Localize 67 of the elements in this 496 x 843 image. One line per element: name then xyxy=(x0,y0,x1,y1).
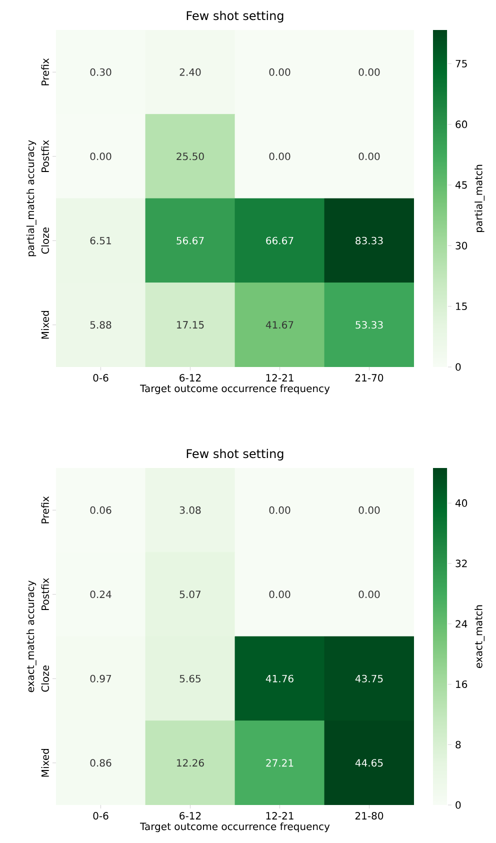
color-bar-label: 15 xyxy=(456,302,467,310)
data-label: 43.75 xyxy=(355,674,383,682)
data-label: 2.40 xyxy=(180,68,201,76)
data-label: 0.86 xyxy=(90,759,112,767)
color-bar-label: 75 xyxy=(456,60,467,68)
color-bar-title: exact_match xyxy=(474,605,485,668)
data-label: 56.67 xyxy=(176,236,204,244)
x-tick-label: 0-6 xyxy=(93,812,108,820)
color-bar-label: 60 xyxy=(456,120,468,128)
data-label: 44.65 xyxy=(355,759,383,767)
x-axis-title: Target outcome occurrence frequency xyxy=(140,384,330,394)
x-tick-label: 21-70 xyxy=(355,374,384,382)
x-tick-label: 0-6 xyxy=(93,374,108,382)
data-label: 0.00 xyxy=(358,68,380,76)
data-label: 0.97 xyxy=(90,674,112,682)
data-label: 5.65 xyxy=(180,674,200,682)
data-label: 0.00 xyxy=(269,152,290,160)
color-bar-label: 0 xyxy=(456,801,461,809)
data-label: 66.67 xyxy=(266,236,294,244)
color-bar-label: 16 xyxy=(456,680,468,688)
color-bar-label: 30 xyxy=(456,242,468,250)
chart-title: Few shot setting xyxy=(186,448,284,460)
y-tick-label: Postfix xyxy=(41,578,49,610)
data-label: 0.24 xyxy=(90,590,112,598)
data-label: 5.07 xyxy=(180,590,201,598)
data-label: 6.51 xyxy=(90,236,111,244)
y-tick-label: Prefix xyxy=(41,58,49,86)
color-bar-label: 8 xyxy=(456,740,461,748)
data-label: 41.67 xyxy=(266,321,294,329)
color-bar-title: partial_match xyxy=(474,164,485,232)
color-bar-label: 40 xyxy=(455,499,468,507)
data-label: 0.00 xyxy=(269,590,290,598)
data-label: 5.88 xyxy=(90,321,112,329)
x-tick-label: 6-12 xyxy=(180,812,201,820)
y-tick-label: Mixed xyxy=(41,311,49,339)
y-tick-label: Postfix xyxy=(41,140,49,172)
x-tick-label: 6-12 xyxy=(180,374,201,382)
x-tick-label: 12-21 xyxy=(266,374,294,382)
x-axis-title: Target outcome occurrence frequency xyxy=(140,822,330,832)
data-label: 0.00 xyxy=(269,506,290,514)
x-tick-label: 21-80 xyxy=(355,812,384,820)
y-tick-label: Mixed xyxy=(41,749,49,777)
y-axis-title: exact_match accuracy xyxy=(26,580,36,692)
data-label: 0.00 xyxy=(358,152,380,160)
color-bar-label: 45 xyxy=(455,181,467,189)
y-axis-title: partial_match accuracy xyxy=(26,140,36,256)
color-bar-label: 32 xyxy=(456,560,467,568)
data-label: 3.08 xyxy=(180,506,201,514)
data-label: 12.26 xyxy=(177,759,204,767)
data-label: 0.00 xyxy=(358,590,380,598)
data-label: 17.15 xyxy=(177,321,204,329)
data-label: 0.06 xyxy=(90,506,112,514)
data-label: 0.00 xyxy=(269,68,290,76)
data-label: 27.21 xyxy=(266,759,294,767)
color-bar-label: 24 xyxy=(456,620,468,628)
data-label: 0.00 xyxy=(358,506,380,514)
y-tick-label: Cloze xyxy=(41,666,49,692)
color-bar-label: 0 xyxy=(456,363,461,371)
data-label: 25.50 xyxy=(176,152,204,160)
y-tick-label: Prefix xyxy=(41,496,49,524)
y-tick-label: Cloze xyxy=(41,228,49,254)
x-tick-label: 12-21 xyxy=(266,812,294,820)
data-label: 41.76 xyxy=(266,674,294,682)
chart-title: Few shot setting xyxy=(186,10,284,22)
data-label: 0.30 xyxy=(90,68,112,76)
data-label: 0.00 xyxy=(90,152,112,160)
data-label: 53.33 xyxy=(356,321,383,329)
